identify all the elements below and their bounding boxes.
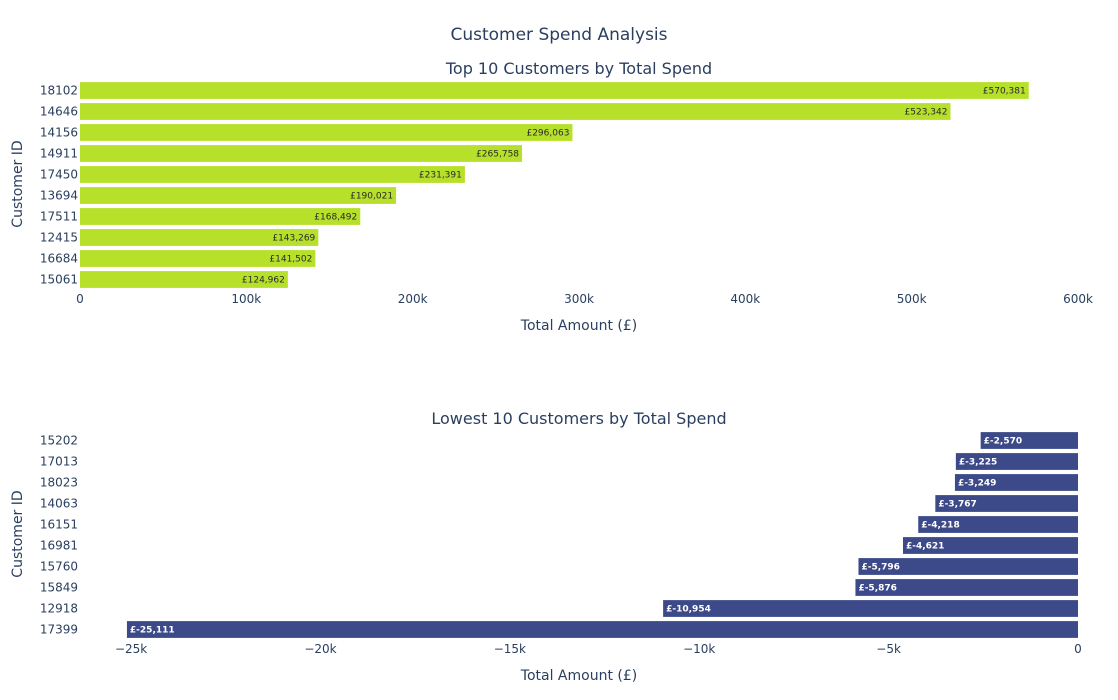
top-bar (80, 229, 319, 246)
top-bar-value-label: £168,492 (314, 213, 357, 223)
low-bar (126, 621, 1079, 638)
low-bar-value-label: £-3,767 (938, 500, 976, 510)
top-bar-value-label: £296,063 (526, 129, 569, 139)
top-x-tick-label: 400k (730, 292, 760, 306)
top-bar (80, 124, 573, 141)
top-y-tick-label: 12415 (40, 231, 78, 245)
low-y-tick-label: 16981 (40, 539, 78, 553)
top-bars-group: £570,381 £523,342 £296,063 £265,758 £231,391… (80, 82, 1029, 288)
top-bar (80, 250, 316, 267)
low-y-tick-label: 15849 (40, 581, 78, 595)
low-bar-value-label: £-5,876 (858, 584, 896, 594)
top-y-tick-label: 17450 (40, 168, 78, 182)
top-y-axis-label: Customer ID (10, 140, 26, 227)
top-x-tick-label: 300k (564, 292, 594, 306)
top-x-tick-labels: 0 100k 200k 300k 400k 500k 600k (76, 292, 1093, 306)
top-bar (80, 208, 361, 225)
top-y-tick-label: 15061 (40, 273, 78, 287)
low-y-tick-label: 15760 (40, 560, 78, 574)
top-bar-value-label: £190,021 (350, 192, 393, 202)
top-x-axis-label: Total Amount (£) (520, 318, 637, 334)
low-x-tick-label: −20k (304, 642, 336, 656)
lowest-customers-panel: Lowest 10 Customers by Total Spend £-2,5… (10, 409, 1082, 684)
low-x-tick-label: −5k (876, 642, 901, 656)
top-y-tick-label: 16684 (40, 252, 78, 266)
low-bar-value-label: £-10,954 (666, 605, 711, 615)
top-x-tick-label: 0 (76, 292, 84, 306)
lowest-y-tick-labels: 15202 17013 18023 14063 16151 16981 15760 15849… (40, 434, 78, 637)
top-bar (80, 103, 951, 120)
low-x-tick-label: −25k (115, 642, 147, 656)
top-bar-value-label: £231,391 (419, 171, 462, 181)
low-bar (902, 537, 1078, 554)
top-x-tick-label: 200k (398, 292, 428, 306)
lowest-x-axis-label: Total Amount (£) (520, 668, 637, 684)
low-bar-value-label: £-25,111 (130, 626, 175, 636)
top-bar-value-label: £523,342 (905, 108, 948, 118)
low-y-tick-label: 12918 (40, 602, 78, 616)
top-y-tick-label: 18102 (40, 84, 78, 98)
low-bar (980, 432, 1078, 449)
low-y-tick-label: 18023 (40, 476, 78, 490)
top-x-tick-label: 100k (231, 292, 261, 306)
low-bar-value-label: £-5,796 (861, 563, 899, 573)
top-y-tick-label: 14156 (40, 126, 78, 140)
low-bar (954, 474, 1078, 491)
top-bar-value-label: £141,502 (269, 255, 312, 265)
low-bar-value-label: £-2,570 (984, 437, 1022, 447)
top-y-tick-labels: 18102 14646 14156 14911 17450 13694 17511 12415… (40, 84, 78, 287)
top-bar (80, 166, 465, 183)
low-y-tick-label: 15202 (40, 434, 78, 448)
low-bar-value-label: £-4,621 (906, 542, 944, 552)
top-bar (80, 187, 397, 204)
top-bar-value-label: £570,381 (983, 87, 1026, 97)
top-bar (80, 271, 288, 288)
top-y-tick-label: 14646 (40, 105, 78, 119)
top-panel-title: Top 10 Customers by Total Spend (445, 59, 712, 78)
low-bar (935, 495, 1078, 512)
low-bar-value-label: £-3,249 (958, 479, 996, 489)
low-x-tick-label: −10k (683, 642, 715, 656)
low-y-tick-label: 16151 (40, 518, 78, 532)
top-bar (80, 82, 1029, 99)
top-customers-panel: Top 10 Customers by Total Spend £570,381… (10, 59, 1093, 334)
low-y-tick-label: 17013 (40, 455, 78, 469)
top-bar (80, 145, 523, 162)
low-y-tick-label: 17399 (40, 623, 78, 637)
top-x-tick-label: 600k (1063, 292, 1093, 306)
top-bar-value-label: £265,758 (476, 150, 519, 160)
top-bar-value-label: £143,269 (272, 234, 315, 244)
lowest-bars-group: £-2,570 £-3,225 £-3,249 £-3,767 £-4,218 £-4,6… (126, 432, 1079, 638)
low-bar (918, 516, 1078, 533)
lowest-x-tick-labels: −25k −20k −15k −10k −5k 0 (115, 642, 1082, 656)
low-bar (955, 453, 1078, 470)
low-bar (858, 558, 1078, 575)
low-bar-value-label: £-4,218 (921, 521, 959, 531)
low-x-tick-label: 0 (1074, 642, 1082, 656)
low-bar-value-label: £-3,225 (959, 458, 997, 468)
low-bar (855, 579, 1078, 596)
lowest-y-axis-label: Customer ID (10, 490, 26, 577)
top-bar-value-label: £124,962 (242, 276, 285, 286)
low-x-tick-label: −15k (494, 642, 526, 656)
top-x-tick-label: 500k (897, 292, 927, 306)
top-y-tick-label: 13694 (40, 189, 78, 203)
lowest-panel-title: Lowest 10 Customers by Total Spend (431, 409, 726, 428)
top-y-tick-label: 17511 (40, 210, 78, 224)
low-bar (663, 600, 1078, 617)
chart-title: Customer Spend Analysis (450, 25, 667, 45)
low-y-tick-label: 14063 (40, 497, 78, 511)
top-y-tick-label: 14911 (40, 147, 78, 161)
